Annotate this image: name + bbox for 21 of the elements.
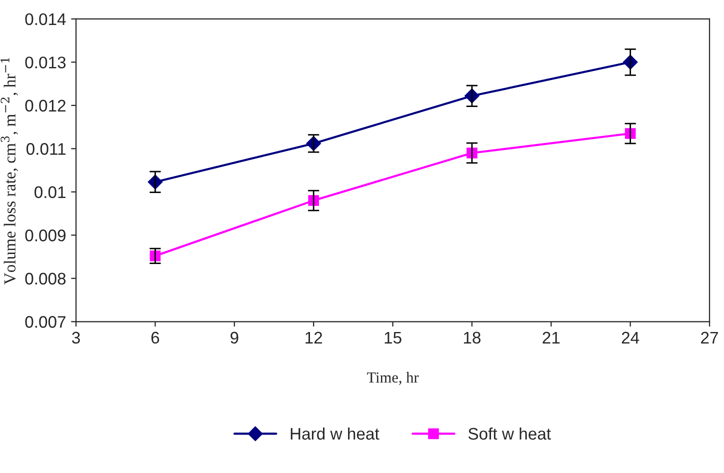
y-tick-label: 0.011 (26, 143, 66, 155)
x-tick-label: 18 (464, 332, 481, 344)
legend-label: Soft w heat (468, 427, 551, 440)
x-tick-label: 6 (151, 332, 160, 344)
y-tick-label: 0.014 (25, 13, 66, 26)
x-axis-title: Time, hr (367, 372, 419, 385)
x-tick-label: 3 (72, 332, 80, 344)
y-tick-label: 0.012 (25, 100, 66, 112)
legend-label: Hard w heat (290, 427, 380, 440)
y-tick-label: 0.008 (25, 272, 66, 285)
x-tick-label: 21 (542, 332, 560, 344)
x-tick-label: 15 (384, 332, 402, 344)
y-tick-label: 0.007 (25, 316, 66, 328)
y-tick-label: 0.009 (25, 230, 66, 242)
x-tick-label: 24 (622, 332, 640, 344)
x-tick-label: 9 (230, 332, 238, 344)
x-tick-label: 27 (701, 332, 718, 344)
y-tick-label: 0.01 (34, 186, 66, 198)
y-axis-title: Volume loss rate, cm$^{3}$, m$^{−2}$, hr$^{−1}$ (0, 58, 18, 285)
y-tick-label: 0.013 (25, 56, 66, 68)
x-tick-label: 12 (306, 332, 322, 344)
